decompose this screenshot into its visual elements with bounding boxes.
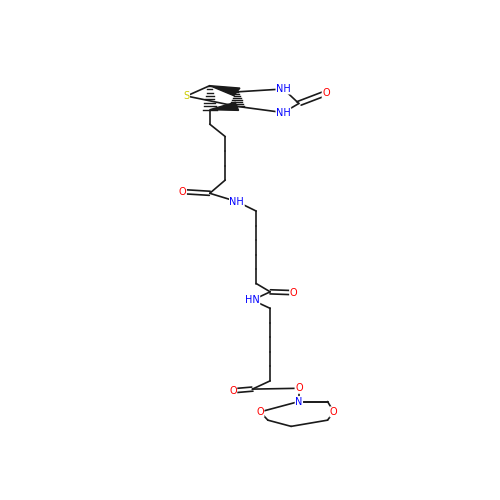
Text: NH: NH bbox=[276, 84, 291, 94]
Text: O: O bbox=[330, 407, 338, 417]
Text: HN: HN bbox=[245, 295, 260, 305]
Text: O: O bbox=[290, 288, 298, 298]
Text: NH: NH bbox=[230, 196, 244, 206]
Text: S: S bbox=[184, 91, 190, 101]
Polygon shape bbox=[210, 86, 240, 96]
Text: O: O bbox=[322, 88, 330, 98]
Text: NH: NH bbox=[276, 108, 291, 118]
Text: O: O bbox=[179, 186, 186, 196]
Text: O: O bbox=[229, 386, 237, 396]
Text: O: O bbox=[295, 384, 302, 394]
Text: O: O bbox=[256, 407, 264, 417]
Text: N: N bbox=[295, 396, 302, 406]
Polygon shape bbox=[210, 102, 238, 110]
